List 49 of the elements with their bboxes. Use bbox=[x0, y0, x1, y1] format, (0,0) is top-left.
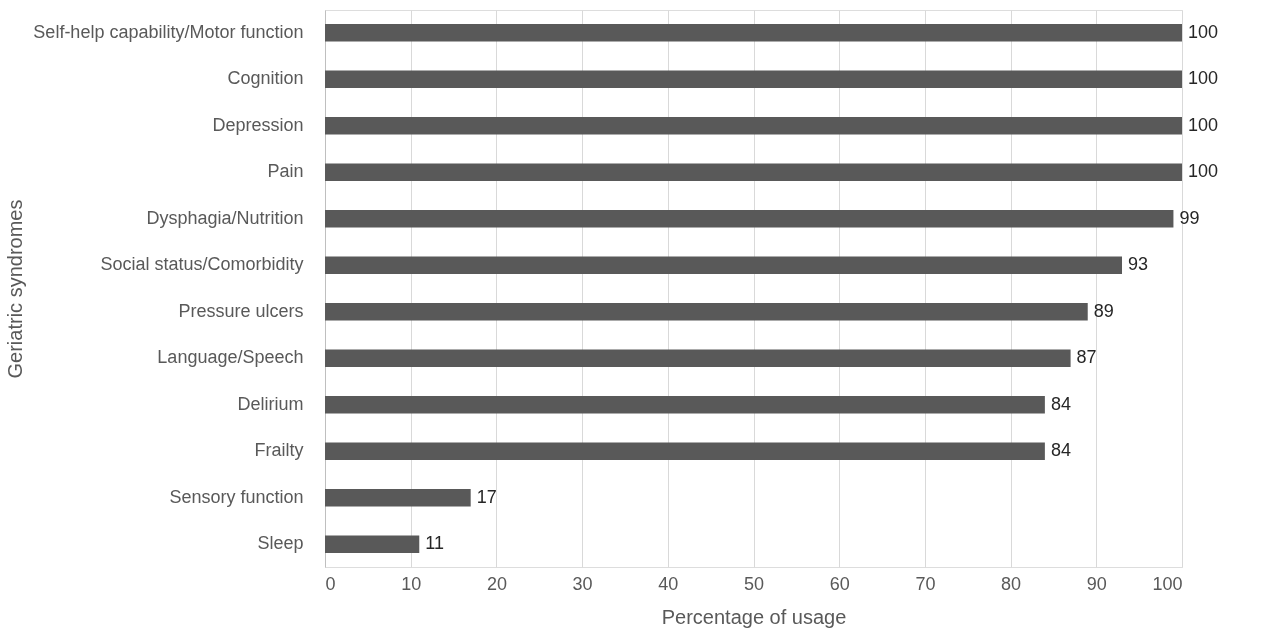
bar bbox=[325, 488, 471, 507]
data-label: 87 bbox=[1076, 347, 1097, 368]
x-tick-label: 90 bbox=[1086, 573, 1107, 594]
data-label: 100 bbox=[1188, 161, 1219, 182]
data-label: 99 bbox=[1179, 207, 1200, 228]
x-axis-title: Percentage of usage bbox=[661, 605, 847, 628]
bar bbox=[325, 163, 1182, 182]
bar bbox=[325, 209, 1174, 228]
data-label: 89 bbox=[1093, 300, 1114, 321]
x-tick-label: 100 bbox=[1152, 573, 1183, 594]
data-label: 11 bbox=[425, 533, 444, 554]
x-tick-label: 40 bbox=[658, 573, 679, 594]
data-label: 84 bbox=[1050, 393, 1071, 414]
y-tick-label: Cognition bbox=[227, 68, 304, 89]
y-tick-label: Frailty bbox=[254, 440, 304, 461]
y-tick-label: Sensory function bbox=[169, 486, 304, 507]
y-axis-title: Geriatric syndromes bbox=[3, 199, 26, 379]
bar bbox=[325, 535, 420, 554]
y-tick-label: Pressure ulcers bbox=[178, 300, 304, 321]
x-tick-label: 80 bbox=[1001, 573, 1022, 594]
y-tick-label: Social status/Comorbidity bbox=[100, 254, 304, 275]
data-label: 100 bbox=[1188, 114, 1219, 135]
bar bbox=[325, 395, 1045, 414]
data-label: 100 bbox=[1188, 68, 1219, 89]
data-label: 17 bbox=[476, 486, 497, 507]
y-tick-label: Sleep bbox=[257, 533, 304, 554]
bar bbox=[325, 442, 1045, 461]
bar bbox=[325, 23, 1182, 42]
bar bbox=[325, 349, 1071, 368]
x-tick-label: 20 bbox=[486, 573, 507, 594]
x-tick-label: 0 bbox=[325, 573, 336, 594]
data-label: 93 bbox=[1128, 254, 1149, 275]
bar bbox=[325, 256, 1123, 275]
x-tick-label: 60 bbox=[829, 573, 850, 594]
y-tick-label: Delirium bbox=[237, 393, 304, 414]
bar bbox=[325, 302, 1088, 321]
x-tick-label: 50 bbox=[743, 573, 765, 594]
data-label: 84 bbox=[1050, 440, 1071, 461]
y-tick-label: Dysphagia/Nutrition bbox=[146, 207, 304, 228]
bar bbox=[325, 116, 1182, 135]
y-tick-label: Depression bbox=[212, 114, 304, 135]
bar bbox=[325, 70, 1182, 89]
y-tick-label: Self-help capability/Motor function bbox=[33, 21, 304, 42]
data-label: 100 bbox=[1188, 21, 1219, 42]
y-tick-label: Language/Speech bbox=[157, 347, 304, 368]
x-tick-label: 30 bbox=[572, 573, 593, 594]
x-tick-label: 70 bbox=[915, 573, 936, 594]
y-tick-label: Pain bbox=[267, 161, 304, 182]
x-tick-label: 10 bbox=[401, 573, 422, 594]
